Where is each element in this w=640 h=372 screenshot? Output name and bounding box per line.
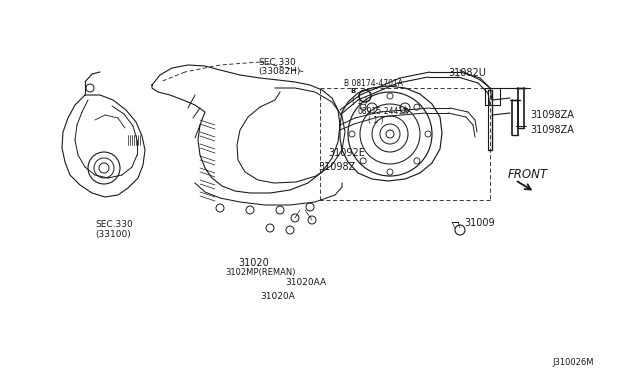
Text: 31020A: 31020A: [260, 292, 295, 301]
Text: 31020: 31020: [238, 258, 269, 268]
Text: FRONT: FRONT: [508, 169, 548, 182]
Text: SEC.330: SEC.330: [258, 58, 296, 67]
Text: 31098ZA: 31098ZA: [530, 125, 574, 135]
Text: (33100): (33100): [95, 230, 131, 239]
Text: 31098Z: 31098Z: [318, 162, 355, 172]
Text: 08915-2441A: 08915-2441A: [358, 107, 410, 116]
Text: J310026M: J310026M: [552, 358, 593, 367]
Text: 31092E: 31092E: [328, 148, 365, 158]
Text: 31020AA: 31020AA: [285, 278, 326, 287]
Text: 3102MP(REMAN): 3102MP(REMAN): [225, 268, 296, 277]
Text: 31098ZA: 31098ZA: [530, 110, 574, 120]
Text: SEC.330: SEC.330: [95, 220, 132, 229]
Text: B: B: [350, 88, 356, 94]
Text: 31082U: 31082U: [448, 68, 486, 78]
Text: B 08174-4701A: B 08174-4701A: [344, 79, 403, 88]
Text: (33082H): (33082H): [258, 67, 300, 76]
Text: 31009: 31009: [464, 218, 495, 228]
Text: ( 1 ): ( 1 ): [368, 116, 383, 125]
Text: ( 1 ): ( 1 ): [352, 97, 367, 106]
